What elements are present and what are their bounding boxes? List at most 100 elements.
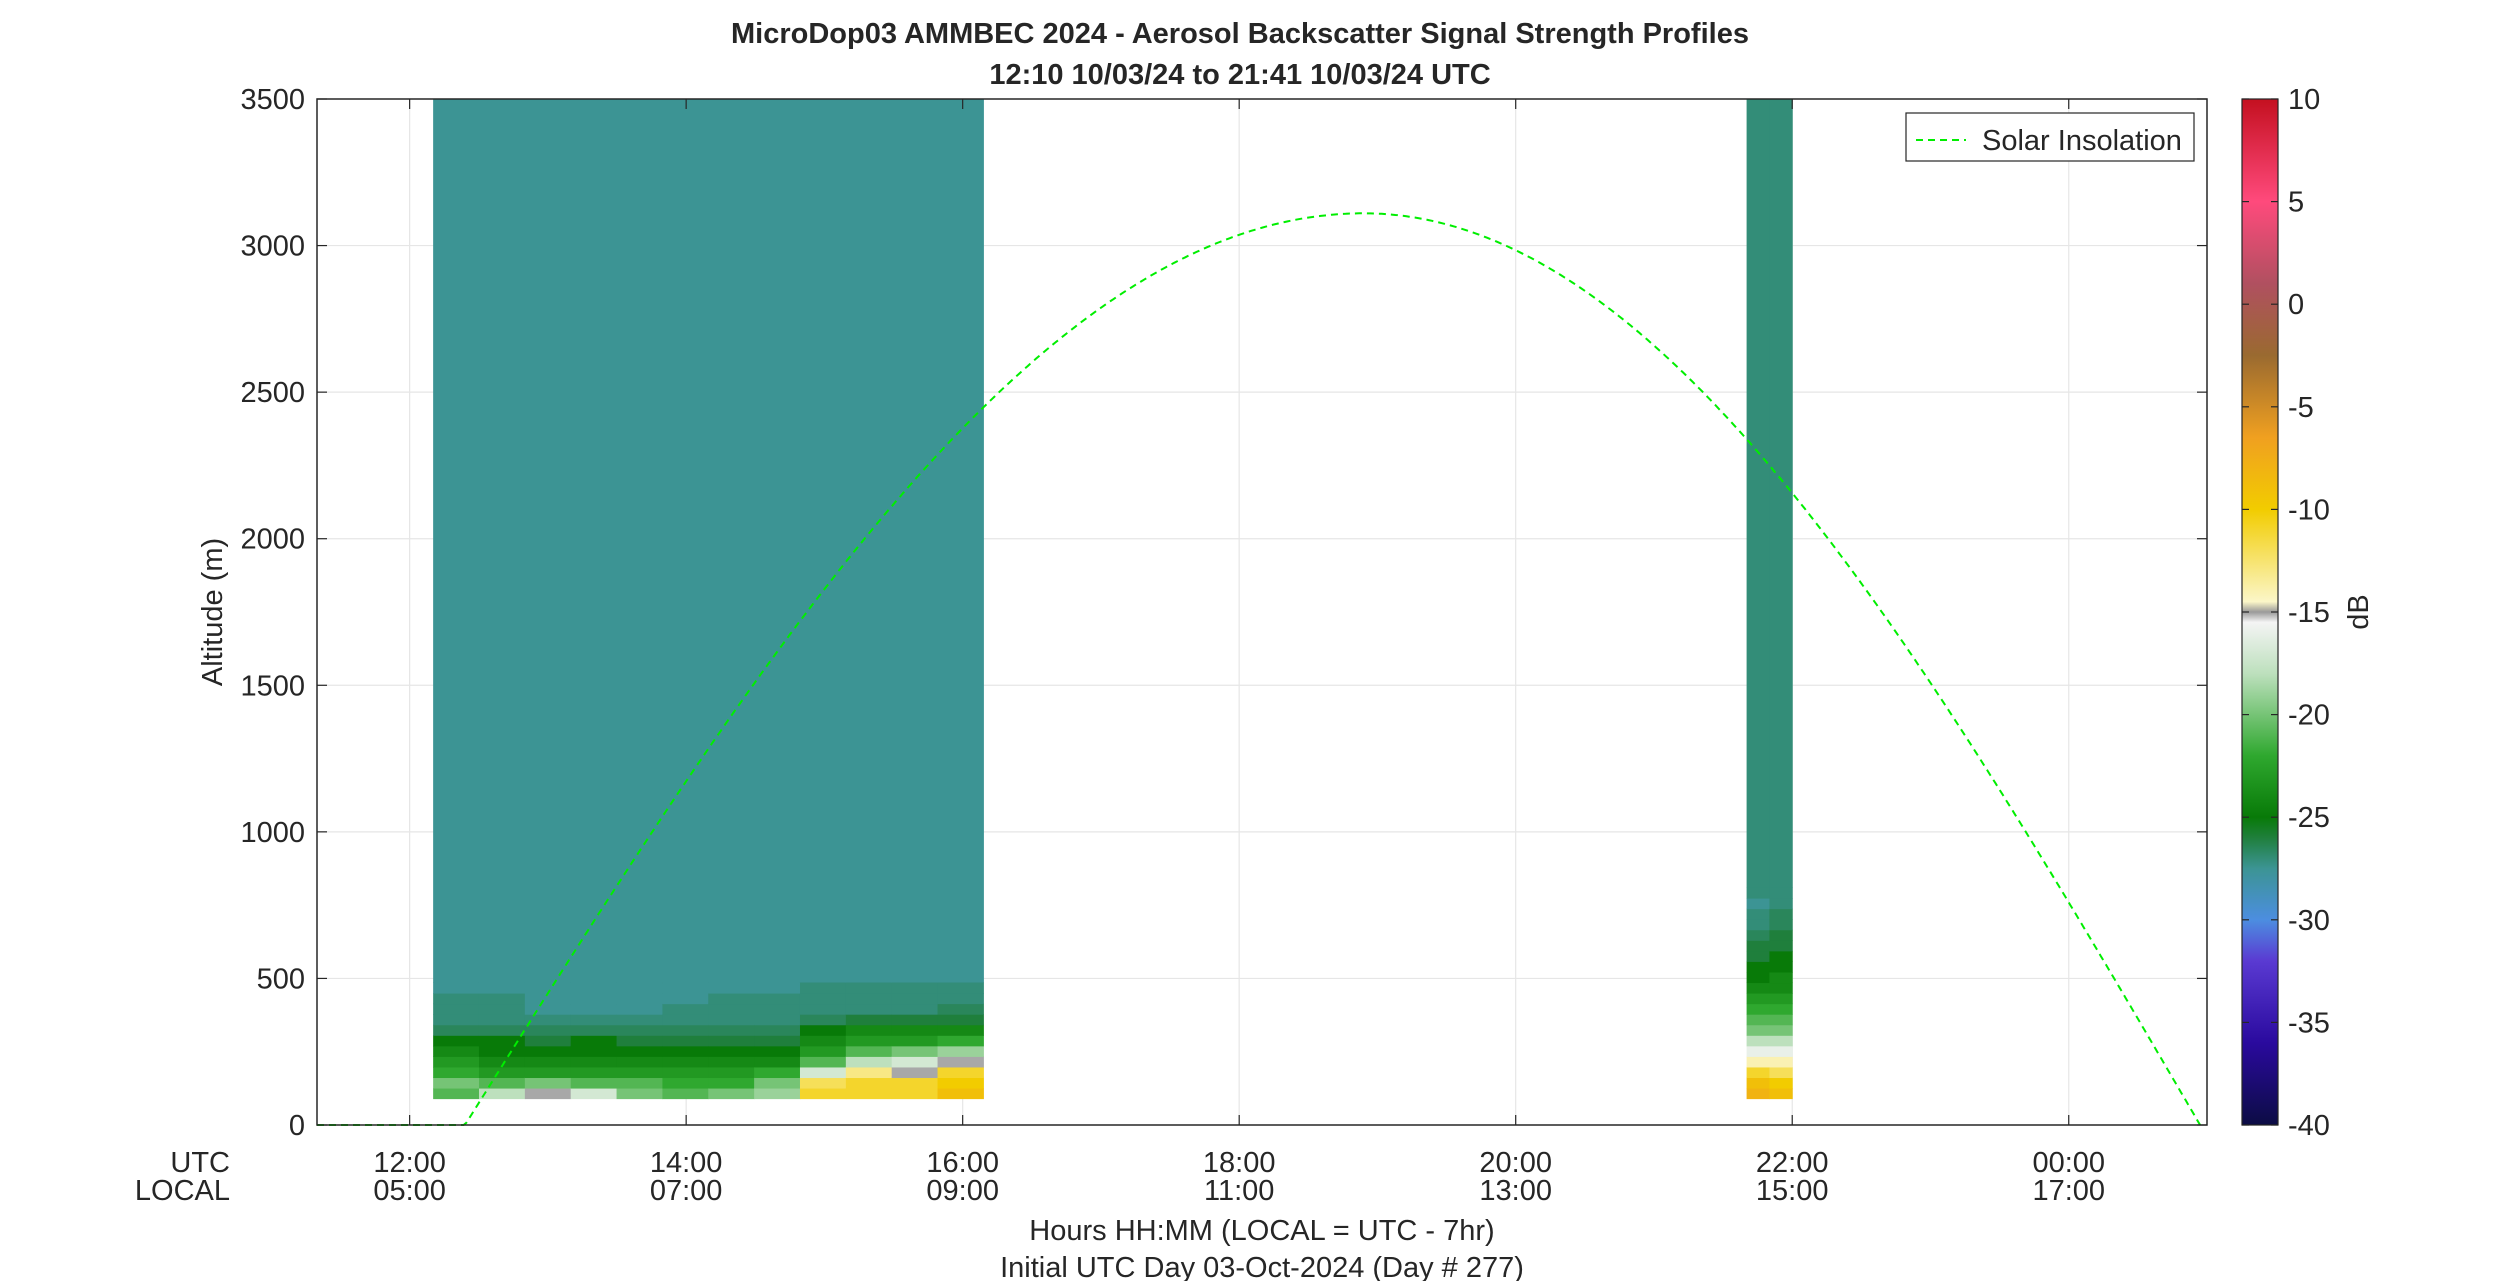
heatmap-cell xyxy=(478,1024,526,1036)
heatmap-cell xyxy=(1769,919,1793,931)
heatmap-cell xyxy=(1746,1066,1770,1079)
heatmap-cell xyxy=(478,1003,526,1015)
colorbar-tick-label: 5 xyxy=(2288,187,2304,219)
heatmap-cell xyxy=(570,1014,618,1026)
colorbar-tick-label: -5 xyxy=(2288,392,2314,424)
y-tick-label: 3000 xyxy=(240,231,305,263)
heatmap-background-cell xyxy=(1746,99,1770,889)
heatmap-cell xyxy=(845,1014,893,1026)
legend-label-solar-insolation: Solar Insolation xyxy=(1982,125,2182,157)
heatmap-cell xyxy=(433,1088,480,1100)
heatmap-cell xyxy=(1769,971,1793,984)
x-tick-label-local: 05:00 xyxy=(373,1175,446,1207)
heatmap-cell xyxy=(708,1088,755,1100)
heatmap-cell xyxy=(570,1088,618,1100)
colorbar-tick-label: -20 xyxy=(2288,700,2330,732)
heatmap-cell xyxy=(433,1056,480,1068)
heatmap-cell xyxy=(1769,940,1793,952)
heatmap-cell xyxy=(1769,1003,1793,1015)
x-tick-label-utc: 22:00 xyxy=(1756,1147,1829,1179)
x-tick-label-local: 15:00 xyxy=(1756,1175,1829,1207)
heatmap-cell xyxy=(662,982,709,994)
heatmap-cell xyxy=(1746,887,1770,899)
heatmap-cell xyxy=(891,1088,939,1100)
heatmap-cell xyxy=(662,1024,709,1036)
y-tick-label: 1000 xyxy=(240,817,305,849)
heatmap-cell xyxy=(570,1066,618,1079)
colorbar-tick-label: -30 xyxy=(2288,905,2330,937)
y-axis-label: Altitude (m) xyxy=(197,538,229,686)
colorbar-label: dB xyxy=(2343,594,2375,629)
plot-frame xyxy=(316,98,2208,1126)
heatmap-cell xyxy=(662,1003,709,1015)
heatmap-cell xyxy=(1769,929,1793,941)
heatmap-cell xyxy=(1769,982,1793,994)
heatmap-cell xyxy=(662,1045,709,1057)
x-tick-label-local: 07:00 xyxy=(650,1175,723,1207)
heatmap-background-cell xyxy=(1769,99,1793,889)
heatmap-cell xyxy=(1769,1045,1793,1057)
heatmap-cell xyxy=(616,1088,663,1100)
heatmap-cell xyxy=(1746,1077,1770,1089)
colorbar-ticks: 10 5 0 -5 -10 -15 -20 -25 -30 -35 -40 xyxy=(2242,84,2330,1142)
heatmap-cell xyxy=(799,1003,847,1015)
heatmap-cell xyxy=(1769,1088,1793,1100)
heatmap-cell xyxy=(937,1045,984,1057)
heatmap-cell xyxy=(570,982,618,994)
heatmap-cell xyxy=(433,1003,480,1015)
heatmap-cell xyxy=(708,1003,755,1015)
x-tick-label-local: 11:00 xyxy=(1204,1175,1274,1207)
heatmap-cell xyxy=(524,1003,572,1015)
heatmap-cell xyxy=(1769,950,1793,962)
heatmap-cell xyxy=(799,1066,847,1079)
chart-title: MicroDop03 AMMBEC 2024 - Aerosol Backsca… xyxy=(731,18,1749,50)
x-tick-label-local: 09:00 xyxy=(926,1175,999,1207)
heatmap-cell xyxy=(891,1003,939,1015)
heatmap-cell xyxy=(1746,993,1770,1005)
heatmap-cell xyxy=(891,1035,939,1047)
heatmap-cell xyxy=(1746,1045,1770,1057)
x-axis-label: Hours HH:MM (LOCAL = UTC - 7hr) xyxy=(1029,1215,1494,1247)
y-tick-label: 3500 xyxy=(240,84,305,116)
heatmap-cell xyxy=(1746,950,1770,962)
colorbar-tick-label: -25 xyxy=(2288,802,2330,834)
heatmap-cell xyxy=(1769,1056,1793,1068)
heatmap-cell xyxy=(754,982,801,994)
heatmap-cell xyxy=(570,1077,618,1089)
heatmap-cell xyxy=(1746,919,1770,931)
heatmap-cell xyxy=(478,1035,526,1047)
heatmap-cell xyxy=(570,1024,618,1036)
heatmap-cell xyxy=(708,982,755,994)
x-tick-label-utc: 16:00 xyxy=(926,1147,999,1179)
heatmap-cell xyxy=(1769,898,1793,910)
heatmap-cell xyxy=(478,1045,526,1057)
heatmap-cell xyxy=(433,1045,480,1057)
x-tick-label-utc: 00:00 xyxy=(2032,1147,2105,1179)
heatmap-cell xyxy=(754,1024,801,1036)
heatmap-cell xyxy=(662,1035,709,1047)
heatmap-cell xyxy=(937,1024,984,1036)
heatmap-cell xyxy=(845,1003,893,1015)
heatmap-background-cell xyxy=(891,99,939,984)
heatmap-cell xyxy=(1746,1056,1770,1068)
heatmap-cell xyxy=(1769,961,1793,973)
heatmap-cell xyxy=(616,1003,663,1015)
heatmap-cell xyxy=(433,993,480,1005)
heatmap-cell xyxy=(937,1035,984,1047)
heatmap-cell xyxy=(433,1066,480,1079)
heatmap-cell xyxy=(754,1045,801,1057)
heatmap-cell xyxy=(891,1066,939,1079)
heatmap-cell xyxy=(845,1088,893,1100)
heatmap-cell xyxy=(616,1045,663,1057)
heatmap-cell xyxy=(433,1024,480,1036)
heatmap-cell xyxy=(616,993,663,1005)
heatmap-cell xyxy=(570,993,618,1005)
heatmap-cell xyxy=(937,1077,984,1089)
heatmap-cell xyxy=(1746,1003,1770,1015)
heatmap-background-cell xyxy=(524,99,572,984)
heatmap-cell xyxy=(845,1045,893,1057)
heatmap-cell xyxy=(524,993,572,1005)
x-tick-label-utc: 12:00 xyxy=(373,1147,446,1179)
heatmap-cell xyxy=(616,1014,663,1026)
heatmap-background-cell xyxy=(478,99,526,984)
